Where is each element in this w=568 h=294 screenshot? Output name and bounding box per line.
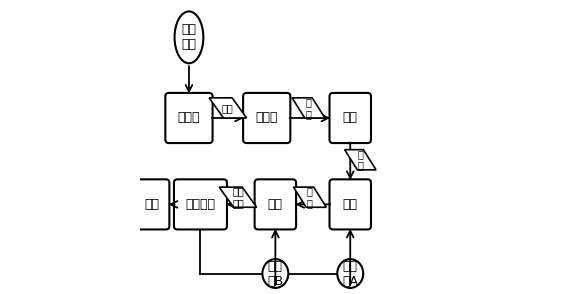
Polygon shape [219,187,257,207]
Polygon shape [294,187,327,207]
Text: 黄酮: 黄酮 [268,198,283,211]
Polygon shape [292,98,325,118]
Text: 剩余
液A: 剩余 液A [343,260,358,288]
FancyBboxPatch shape [329,179,371,229]
Text: 预处理: 预处理 [178,111,200,124]
Text: 稀
酶: 稀 酶 [307,186,313,208]
FancyBboxPatch shape [329,93,371,143]
Text: 残渣: 残渣 [144,198,159,211]
FancyBboxPatch shape [133,179,169,229]
Text: 稀
酶: 稀 酶 [357,149,364,171]
Text: 膳食纤维: 膳食纤维 [186,198,215,211]
Text: 柑橘
皮渣: 柑橘 皮渣 [181,23,197,51]
FancyBboxPatch shape [243,93,290,143]
FancyBboxPatch shape [254,179,296,229]
Text: 稀余
固体: 稀余 固体 [232,186,244,208]
Text: 皮渣: 皮渣 [222,103,233,113]
Polygon shape [345,150,376,170]
FancyBboxPatch shape [165,93,212,143]
Ellipse shape [262,259,289,288]
FancyBboxPatch shape [174,179,227,229]
Ellipse shape [337,259,363,288]
Polygon shape [209,98,247,118]
Text: 色素: 色素 [343,111,358,124]
Text: 香精油: 香精油 [256,111,278,124]
Ellipse shape [174,11,203,63]
Text: 果胶: 果胶 [343,198,358,211]
Text: 稀
酶: 稀 酶 [306,97,311,119]
Text: 剩余
液B: 剩余 液B [268,260,283,288]
